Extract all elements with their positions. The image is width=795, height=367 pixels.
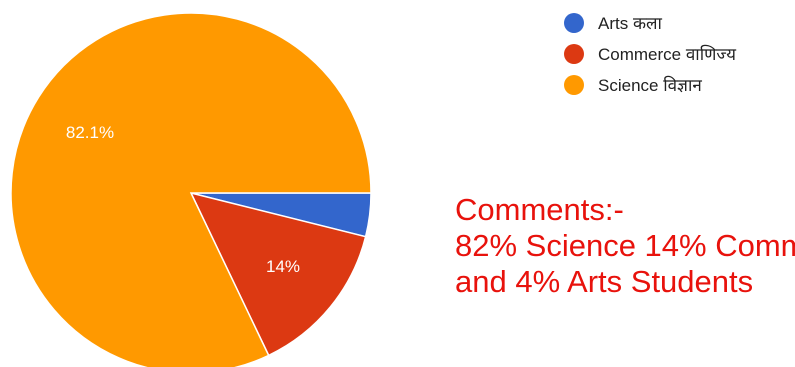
legend-item-commerce[interactable]: Commerce वाणिज्य [564, 38, 736, 69]
legend-item-science[interactable]: Science विज्ञान [564, 69, 736, 100]
comments-annotation: Comments:- 82% Science 14% Commerce and … [455, 192, 795, 300]
pie-slice-commerce[interactable] [189, 191, 367, 357]
data-label-commerce: 14% [266, 257, 300, 276]
pie-slice-science[interactable] [10, 12, 372, 367]
legend-label-commerce: Commerce वाणिज्य [598, 45, 736, 64]
legend-item-arts[interactable]: Arts कला [564, 7, 736, 38]
comments-line-1: 82% Science 14% Commerce [455, 228, 795, 263]
legend-swatch-arts [564, 12, 584, 33]
legend-label-science: Science विज्ञान [598, 76, 702, 95]
data-label-science: 82.1% [66, 123, 114, 142]
comments-line-2: and 4% Arts Students [455, 264, 754, 299]
legend-swatch-science [564, 74, 584, 95]
legend: Arts कला Commerce वाणिज्य Science विज्ञा… [564, 7, 736, 100]
pie-chart: 14% 82.1% [10, 12, 372, 367]
comments-heading: Comments:- [455, 192, 624, 227]
legend-label-arts: Arts कला [598, 14, 662, 33]
legend-swatch-commerce [564, 43, 584, 64]
